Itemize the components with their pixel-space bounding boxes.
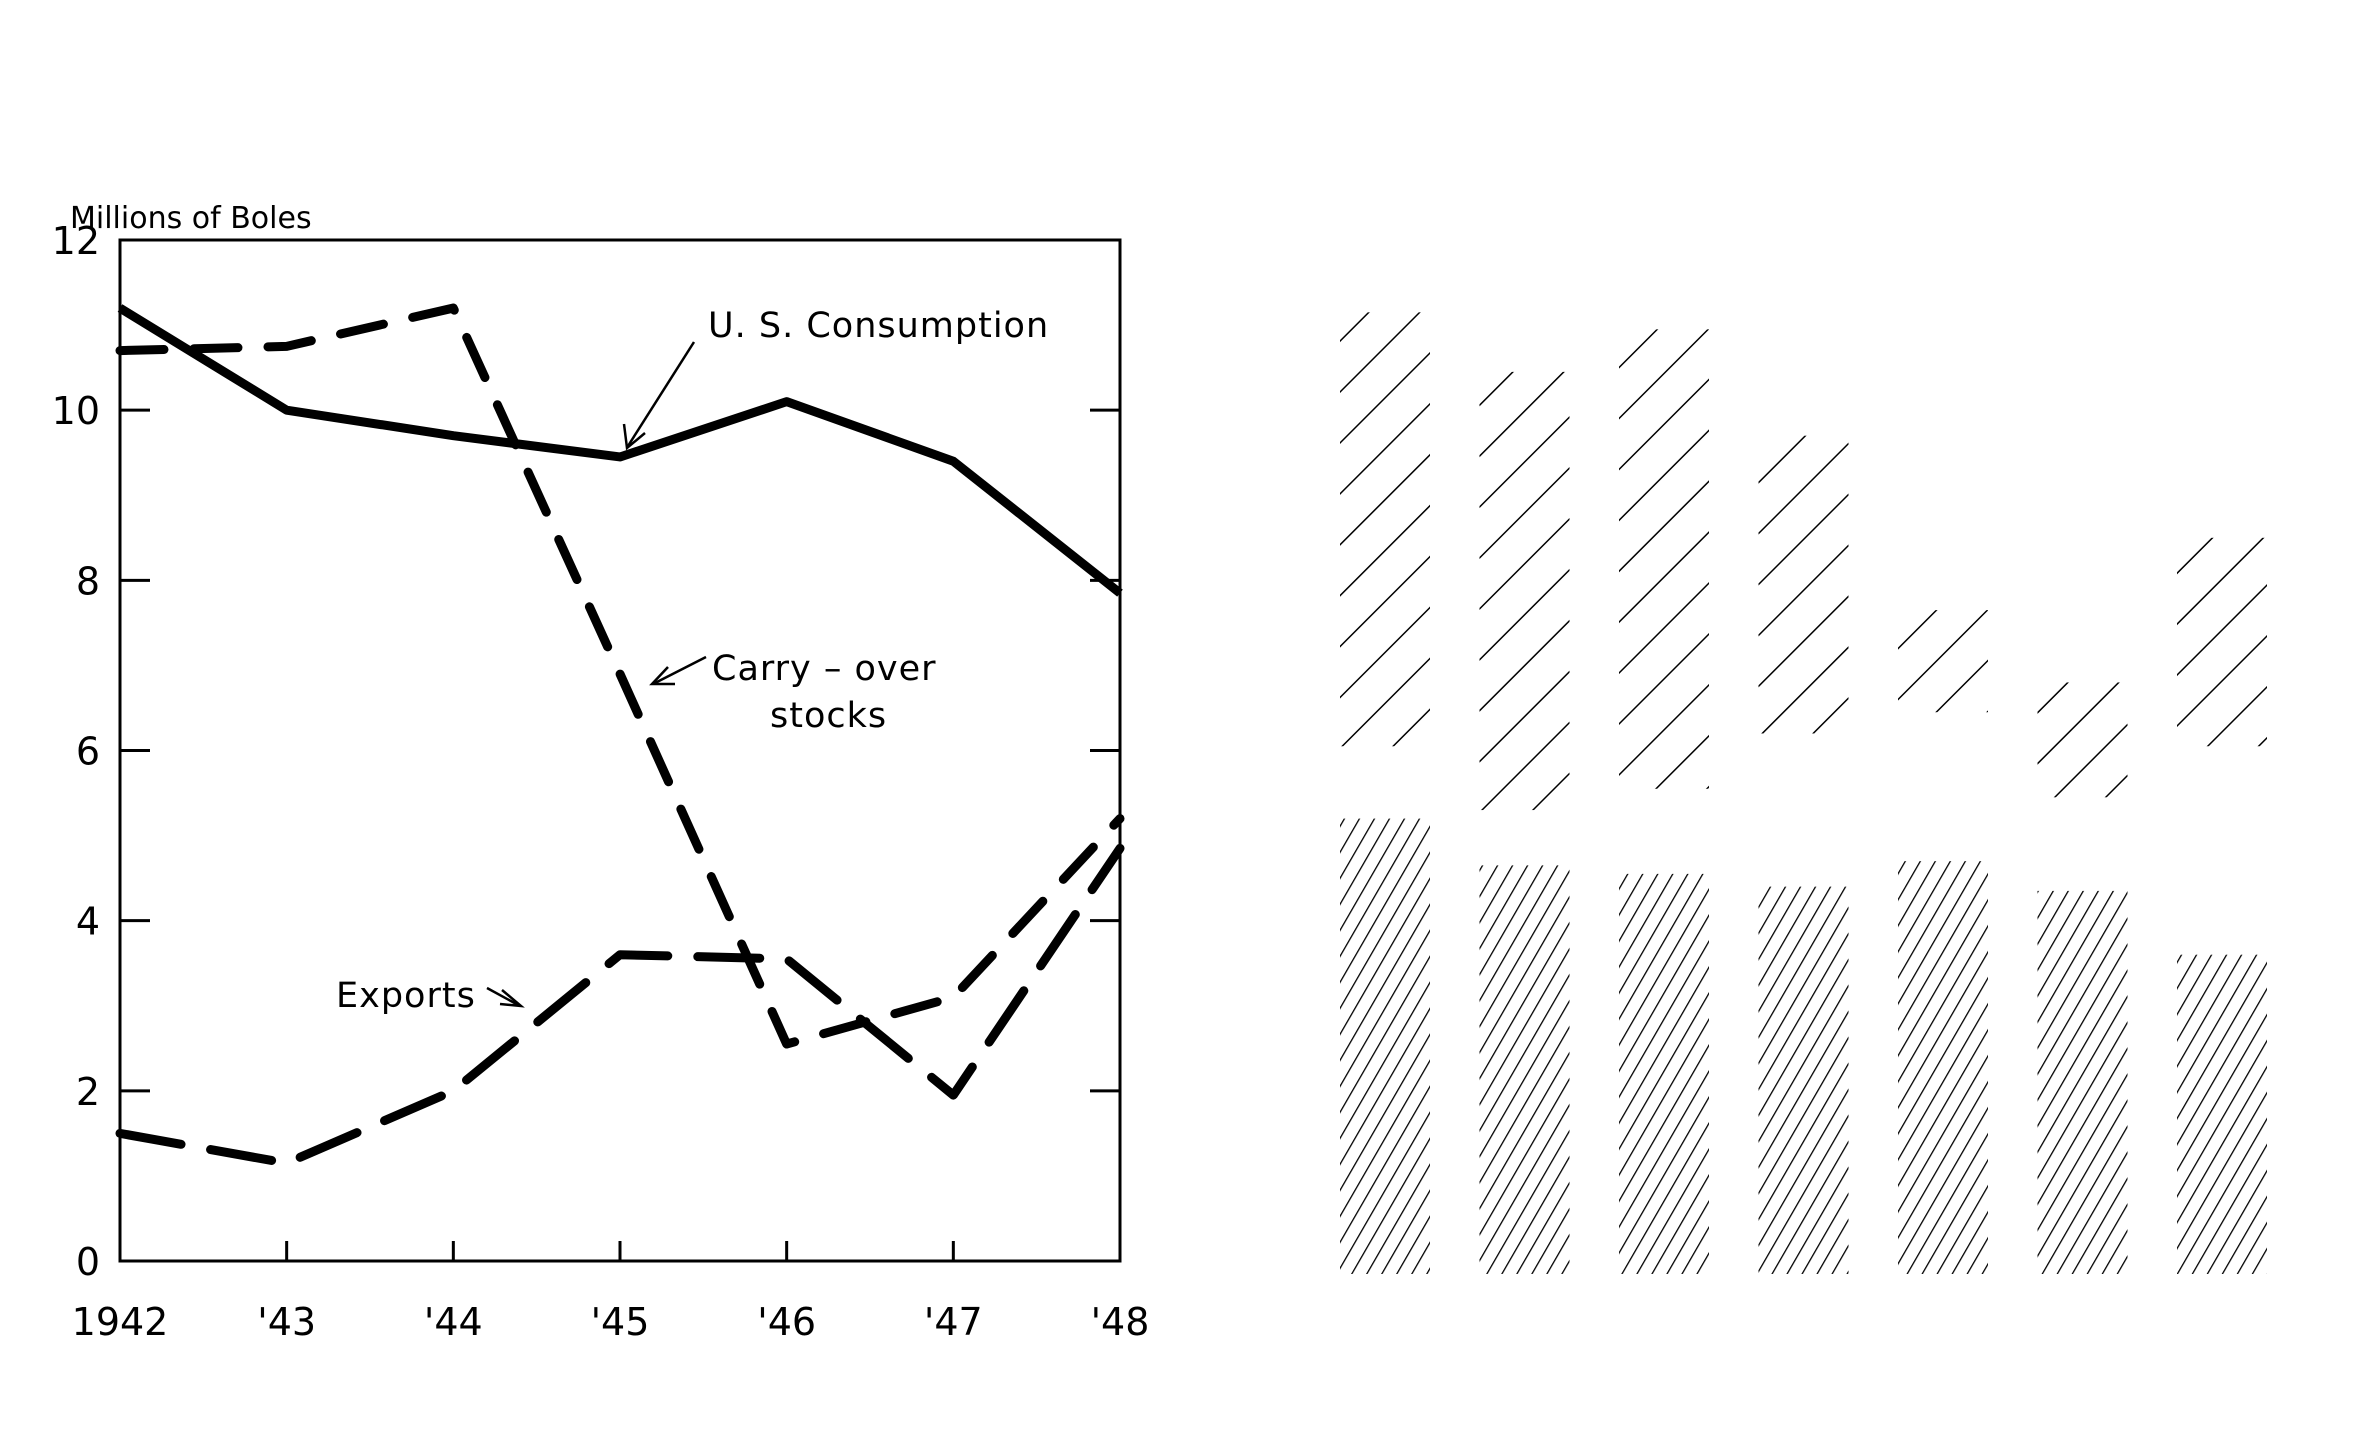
y-tick-label: 2	[76, 1070, 100, 1114]
bar-lower	[1340, 818, 1430, 1274]
y-axis-title: Millions of Boles	[70, 201, 312, 236]
series-line-carry-over-stocks	[115, 303, 1125, 1049]
bar-upper	[1898, 610, 1988, 713]
series-line-u-s-consumption	[117, 304, 1123, 597]
bar-lower	[1479, 865, 1570, 1274]
bar-panel	[1340, 312, 2267, 1274]
bar-lower	[1898, 861, 1988, 1274]
bar-upper	[1758, 435, 1849, 734]
series-line-exports	[115, 843, 1125, 1168]
series-lines	[115, 303, 1125, 1168]
bar-upper	[2177, 537, 2267, 747]
y-tick-label: 0	[76, 1240, 100, 1284]
annotation-us-consumption: U. S. Consumption	[622, 306, 1049, 451]
plot-frame	[118, 238, 1122, 1263]
x-tick-label: '45	[591, 1300, 650, 1344]
arrow-line	[626, 341, 696, 447]
y-axis-ticks: 0 2 4 6 8 10 12	[52, 219, 1120, 1284]
x-axis-ticks: 1942 '43 '44 '45 '46 '47 '48	[72, 1241, 1150, 1344]
y-tick-label: 4	[76, 900, 100, 944]
bar-lower	[1758, 886, 1849, 1274]
x-tick-label: '44	[424, 1300, 483, 1344]
label-stocks: stocks	[770, 696, 887, 736]
x-tick-label: '43	[257, 1300, 316, 1344]
bar-upper	[1619, 329, 1709, 789]
x-tick-label: '48	[1091, 1300, 1150, 1344]
label-us-consumption: U. S. Consumption	[708, 306, 1049, 346]
y-tick-label: 10	[52, 389, 100, 433]
line-chart: Millions of Boles 0 2 4 6 8 10 12 1942 '43 '44 '4…	[52, 201, 1150, 1344]
bar-lower	[2177, 954, 2267, 1274]
label-carry-over: Carry – over	[712, 649, 937, 689]
annotation-carry-over: Carry – over stocks	[649, 649, 937, 736]
bar-lower	[2037, 890, 2128, 1274]
label-exports: Exports	[336, 976, 476, 1016]
x-tick-label: '46	[757, 1300, 816, 1344]
annotation-exports: Exports	[336, 976, 525, 1016]
arrow-head-icon	[622, 423, 646, 451]
bar-upper	[1340, 312, 1430, 747]
y-tick-label: 12	[52, 219, 100, 263]
bar-upper	[2037, 682, 2128, 798]
arrow-head-icon	[649, 666, 675, 686]
y-tick-label: 8	[76, 559, 100, 603]
x-tick-label: 1942	[72, 1300, 169, 1344]
arrow-line	[654, 655, 707, 685]
x-tick-label: '47	[924, 1300, 983, 1344]
bar-upper	[1479, 371, 1570, 811]
y-tick-label: 6	[76, 730, 100, 774]
bar-lower	[1619, 873, 1709, 1274]
arrow-line	[486, 986, 521, 1008]
arrow-head-icon	[499, 989, 525, 1008]
